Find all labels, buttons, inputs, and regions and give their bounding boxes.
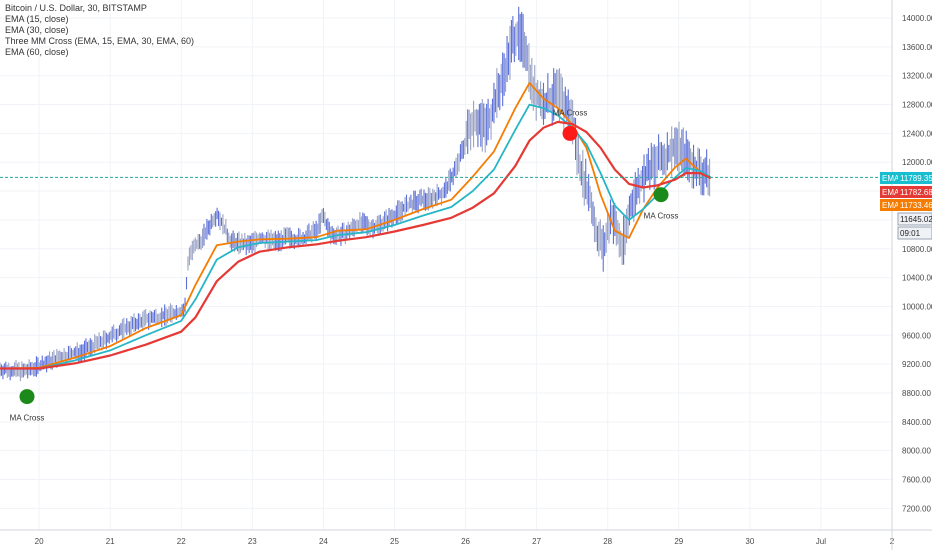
y-tick-label: 9200.00 [902,360,931,369]
price-badge-value: 09:01 [900,229,921,238]
x-tick-label: 27 [532,537,541,546]
x-tick-label: 22 [177,537,186,546]
badge-tag [880,172,898,184]
y-tick-label: 14000.00 [902,14,932,23]
price-badge-value: 11782.68 [900,188,932,197]
x-tick-label: 20 [35,537,44,546]
cross-signals: MA Cross MA Cross MA Cross [10,108,679,422]
ma-cross-label: MA Cross [553,108,588,117]
badge-tag-label: EMA [882,188,900,197]
ema-line-15 [0,82,712,370]
price-badge [897,226,932,240]
ma-cross-label: MA Cross [644,212,679,221]
badge-tag-label: EMA [882,201,900,210]
y-tick-label: 13200.00 [902,72,932,81]
x-tick-label: 24 [319,537,328,546]
x-tick-label: 26 [461,537,470,546]
y-tick-label: 8800.00 [902,389,931,398]
y-tick-label: 7600.00 [902,476,931,485]
symbol-title[interactable]: Bitcoin / U.S. Dollar, 30, BITSTAMP [5,3,147,13]
y-tick-label: 10400.00 [902,274,932,283]
price-badge [898,172,932,184]
badge-tag [880,199,898,211]
price-badge [897,212,932,226]
y-tick-label: 8400.00 [902,418,931,427]
price-badge [898,199,932,211]
price-badge-value: 11645.02 [900,215,932,224]
price-badge-value: 11733.46 [900,201,932,210]
badge-tag [880,186,898,198]
y-tick-label: 12000.00 [902,158,932,167]
y-tick-label: 9600.00 [902,331,931,340]
legend-ema-60[interactable]: EMA (60, close) [5,47,69,57]
badge-tag-label: EMA [882,174,900,183]
ema-line-60 [0,120,712,370]
ma-cross-label: MA Cross [10,414,45,423]
chart-legend: Bitcoin / U.S. Dollar, 30, BITSTAMP EMA … [5,3,194,58]
ema-lines [0,82,712,370]
price-badge-value: 11789.35 [900,174,932,183]
y-tick-label: 12800.00 [902,101,932,110]
x-tick-label: 21 [106,537,115,546]
ma-cross-marker [562,125,578,141]
legend-three-mm-cross[interactable]: Three MM Cross (EMA, 15, EMA, 30, EMA, 6… [5,36,195,46]
y-tick-label: 10000.00 [902,302,932,311]
grid-lines [0,0,893,530]
y-tick-label: 10800.00 [902,245,932,254]
ema-line-30 [0,103,712,370]
price-series [0,6,711,382]
x-tick-label: 25 [390,537,399,546]
y-tick-label: 13600.00 [902,43,932,52]
price-badge [898,186,932,198]
x-tick-label: 29 [674,537,683,546]
ma-cross-marker [653,187,669,203]
legend-ema-30[interactable]: EMA (30, close) [5,25,69,35]
y-tick-label: 7200.00 [902,504,931,513]
x-tick-label: Jul [816,537,826,546]
y-tick-label: 12400.00 [902,129,932,138]
y-tick-label: 8000.00 [902,447,931,456]
x-tick-label: 23 [248,537,257,546]
legend-ema-15[interactable]: EMA (15, close) [5,14,69,24]
x-tick-label: 30 [745,537,754,546]
ma-cross-marker [19,389,35,405]
x-tick-label: 28 [603,537,612,546]
